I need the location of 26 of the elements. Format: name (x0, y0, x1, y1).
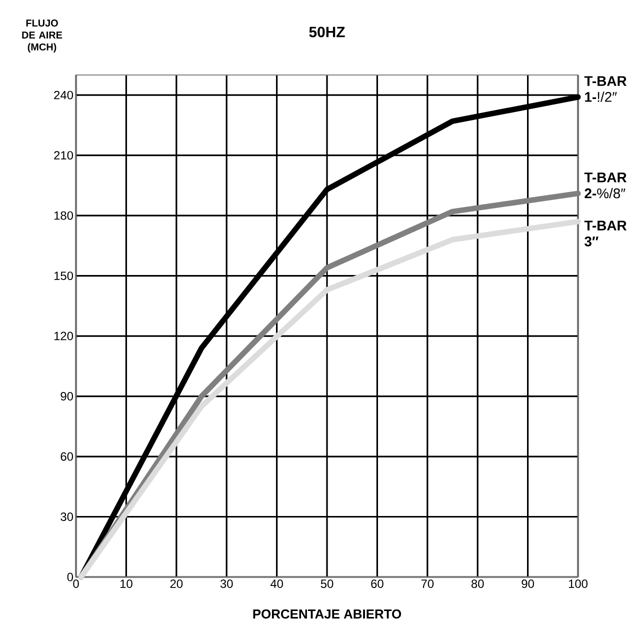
y-tick-label: 60 (60, 452, 74, 461)
x-tick-label: 70 (421, 580, 434, 588)
x-tick-label: 50 (320, 580, 334, 588)
series-label: T-BAR 3″ (584, 220, 627, 246)
series-label: T-BAR 2-%/8″ (584, 172, 627, 198)
y-axis-title: FLUJO DE AIRE (MCH) (22, 20, 62, 52)
x-tick-label: 30 (220, 580, 233, 588)
y-tick-label: 0 (67, 572, 74, 582)
x-tick-label: 0 (73, 580, 79, 588)
y-tick-label: 120 (54, 332, 74, 340)
y-tick-label: 90 (60, 392, 74, 400)
series-label: T-BAR 1-!/2″ (584, 76, 627, 102)
x-tick-label: 20 (170, 580, 183, 588)
x-tick-label: 40 (270, 580, 283, 588)
x-tick-label: 60 (371, 580, 384, 588)
x-tick-label: 100 (568, 580, 588, 588)
x-tick-label: 90 (522, 580, 534, 588)
chart-title: 50HZ (309, 26, 345, 38)
x-axis-title: PORCENTAJE ABIERTO (253, 609, 402, 619)
x-tick-label: 80 (471, 580, 484, 588)
y-tick-label: 30 (60, 512, 74, 521)
x-tick-label: 10 (120, 580, 132, 588)
y-tick-label: 210 (54, 151, 74, 160)
y-tick-label: 240 (54, 90, 74, 100)
y-tick-label: 180 (54, 211, 74, 220)
y-tick-label: 150 (54, 272, 74, 280)
